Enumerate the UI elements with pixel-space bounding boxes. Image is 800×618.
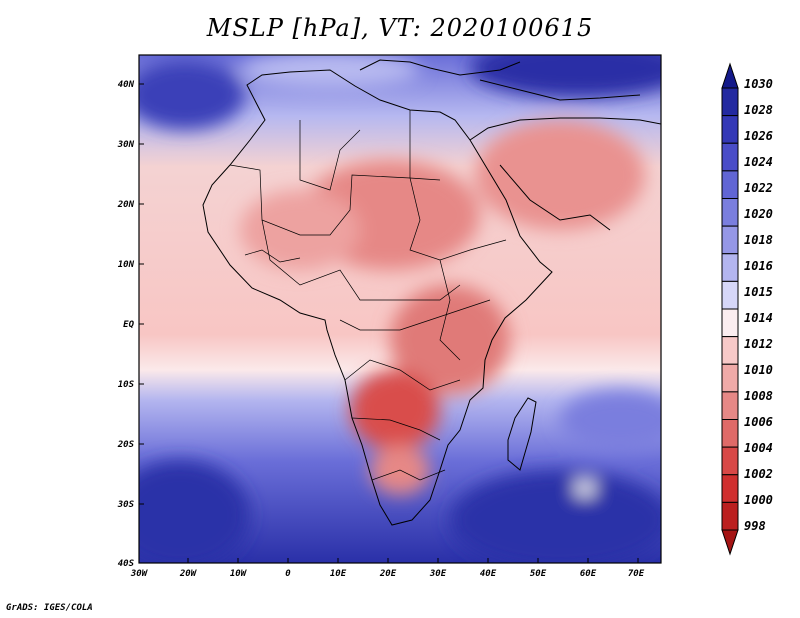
colorbar-swatch <box>721 115 739 144</box>
colorbar-swatch <box>721 419 739 448</box>
colorbar-swatch <box>721 198 739 227</box>
x-tick-label: 60E <box>580 569 597 579</box>
colorbar-label: 1024 <box>744 155 773 169</box>
colorbar-label: 1004 <box>744 441 773 455</box>
coastlines <box>202 59 661 526</box>
colorbar-label: 1020 <box>744 207 773 221</box>
colorbar-swatch <box>721 87 739 117</box>
credit-text: GrADS: IGES/COLA <box>6 603 93 613</box>
colorbar-label: 1000 <box>744 493 773 507</box>
colorbar-swatch <box>721 308 739 338</box>
x-tick-label: 30W <box>130 569 149 579</box>
colorbar-label: 998 <box>744 519 766 533</box>
x-tick-label: 10E <box>330 569 347 579</box>
map-frame <box>138 54 662 564</box>
colorbar-label: 1016 <box>744 259 773 273</box>
colorbar-label: 1010 <box>744 363 773 377</box>
x-tick-label: 20E <box>379 569 397 579</box>
colorbar-swatch <box>721 225 739 255</box>
y-tick-label: 10N <box>118 260 135 270</box>
colorbar-bottom-arrow <box>721 529 739 556</box>
colorbar-label: 1008 <box>744 389 773 403</box>
colorbar-label: 1028 <box>744 103 773 117</box>
y-tick-label: 10S <box>118 380 135 390</box>
colorbar-swatch <box>721 336 739 365</box>
colorbar-label: 1012 <box>744 337 773 351</box>
colorbar-label: 1018 <box>744 233 773 247</box>
colorbar-swatch <box>721 391 739 420</box>
colorbar-label: 1006 <box>744 415 773 429</box>
y-tick-label: 30N <box>117 140 135 150</box>
x-tick-label: 50E <box>530 569 547 579</box>
colorbar-label: 1015 <box>744 285 773 299</box>
colorbar-swatch <box>721 501 739 531</box>
map-title: MSLP [hPa], VT: 2020100615 <box>206 14 594 42</box>
y-tick-label: EQ <box>123 320 134 330</box>
colorbar-label: 1022 <box>744 181 773 195</box>
x-tick-label: 30E <box>429 569 447 579</box>
colorbar-top-arrow <box>721 62 739 89</box>
colorbar-swatch <box>721 446 739 476</box>
colorbar-swatch <box>721 474 739 503</box>
x-tick-label: 20W <box>179 569 198 579</box>
pressure-field <box>139 55 661 563</box>
colorbar-swatch <box>721 253 739 282</box>
country-borders <box>229 110 507 481</box>
x-tick-label: 10W <box>230 569 248 579</box>
y-tick-label: 40S <box>118 559 135 569</box>
y-axis <box>139 83 144 564</box>
x-tick-label: 40E <box>480 569 497 579</box>
y-tick-label: 20S <box>117 440 135 450</box>
colorbar-swatch <box>721 142 739 172</box>
colorbar-swatch <box>721 280 739 310</box>
colorbar-label: 1002 <box>744 467 773 481</box>
colorbar-label: 1030 <box>744 77 773 91</box>
colorbar-label: 1026 <box>744 129 773 143</box>
x-tick-label: 0 <box>285 569 291 579</box>
y-tick-label: 30S <box>117 500 135 510</box>
x-tick-label: 70E <box>628 569 645 579</box>
colorbar: 1030 1028 1026 1024 1022 1020 1018 1016 … <box>721 62 773 556</box>
colorbar-swatch <box>721 363 739 393</box>
x-axis <box>138 558 639 563</box>
colorbar-label: 1014 <box>744 311 773 325</box>
y-tick-label: 40N <box>118 80 135 90</box>
y-tick-label: 20N <box>117 200 135 210</box>
colorbar-swatch <box>721 170 739 199</box>
